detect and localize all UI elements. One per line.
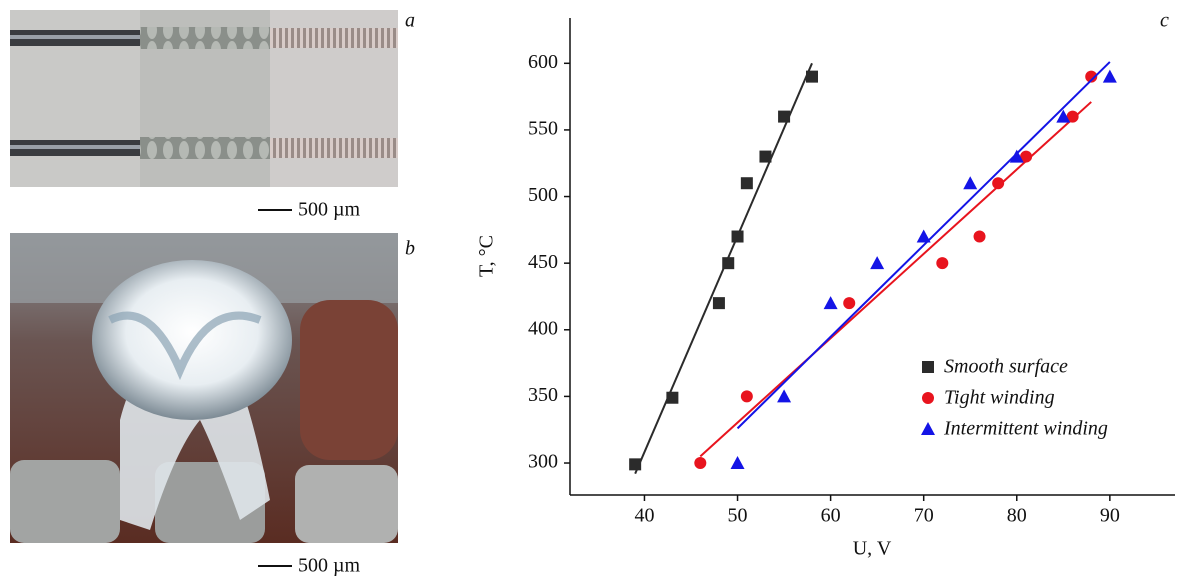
- y-tick-label: 350: [528, 384, 558, 406]
- marker: [712, 297, 725, 310]
- marker: [992, 177, 1005, 190]
- marker: [1066, 110, 1079, 123]
- legend-marker: [922, 392, 934, 404]
- x-tick-label: 70: [914, 505, 934, 527]
- y-tick-label: 550: [528, 118, 558, 140]
- marker: [777, 389, 792, 403]
- x-tick-label: 90: [1100, 505, 1120, 527]
- legend-label: Smooth surface: [944, 356, 1068, 378]
- marker: [843, 297, 856, 310]
- marker: [1020, 150, 1033, 163]
- x-tick-label: 40: [634, 505, 654, 527]
- marker: [629, 458, 642, 471]
- x-tick-label: 50: [728, 505, 748, 527]
- legend-label: Tight winding: [944, 387, 1055, 409]
- y-tick-label: 500: [528, 184, 558, 206]
- photo-a: [10, 10, 398, 187]
- panel-label: b: [405, 238, 415, 260]
- x-tick-label: 60: [821, 505, 841, 527]
- marker: [963, 176, 978, 190]
- scale-label: 500 µm: [298, 199, 361, 221]
- marker: [1085, 70, 1098, 83]
- marker: [806, 70, 818, 83]
- legend-marker: [921, 422, 935, 435]
- marker: [694, 457, 707, 470]
- y-tick-label: 600: [528, 51, 558, 73]
- x-axis-label: U, V: [853, 538, 892, 560]
- y-axis-label: T, °C: [476, 235, 498, 277]
- panel-label: a: [405, 10, 415, 32]
- legend-label: Intermittent winding: [943, 418, 1108, 440]
- y-tick-label: 300: [528, 451, 558, 473]
- marker: [936, 257, 949, 270]
- marker: [823, 296, 838, 310]
- marker: [973, 230, 986, 243]
- marker: [916, 229, 931, 243]
- marker: [740, 390, 753, 403]
- y-tick-label: 450: [528, 251, 558, 273]
- fit-line: [736, 61, 1111, 430]
- marker: [722, 257, 735, 270]
- marker: [778, 110, 791, 123]
- marker: [730, 456, 745, 470]
- marker: [1056, 109, 1071, 123]
- marker: [740, 177, 753, 190]
- marker: [666, 391, 679, 404]
- marker: [1009, 149, 1024, 163]
- scale-label: 500 µm: [298, 555, 361, 577]
- panel-label: c: [1160, 10, 1169, 32]
- marker: [759, 150, 772, 163]
- x-tick-label: 80: [1007, 505, 1027, 527]
- legend-marker: [922, 361, 934, 373]
- y-tick-label: 400: [528, 317, 558, 339]
- photo-b: [10, 233, 398, 543]
- marker: [870, 256, 885, 270]
- marker: [731, 230, 744, 243]
- marker: [1102, 69, 1117, 83]
